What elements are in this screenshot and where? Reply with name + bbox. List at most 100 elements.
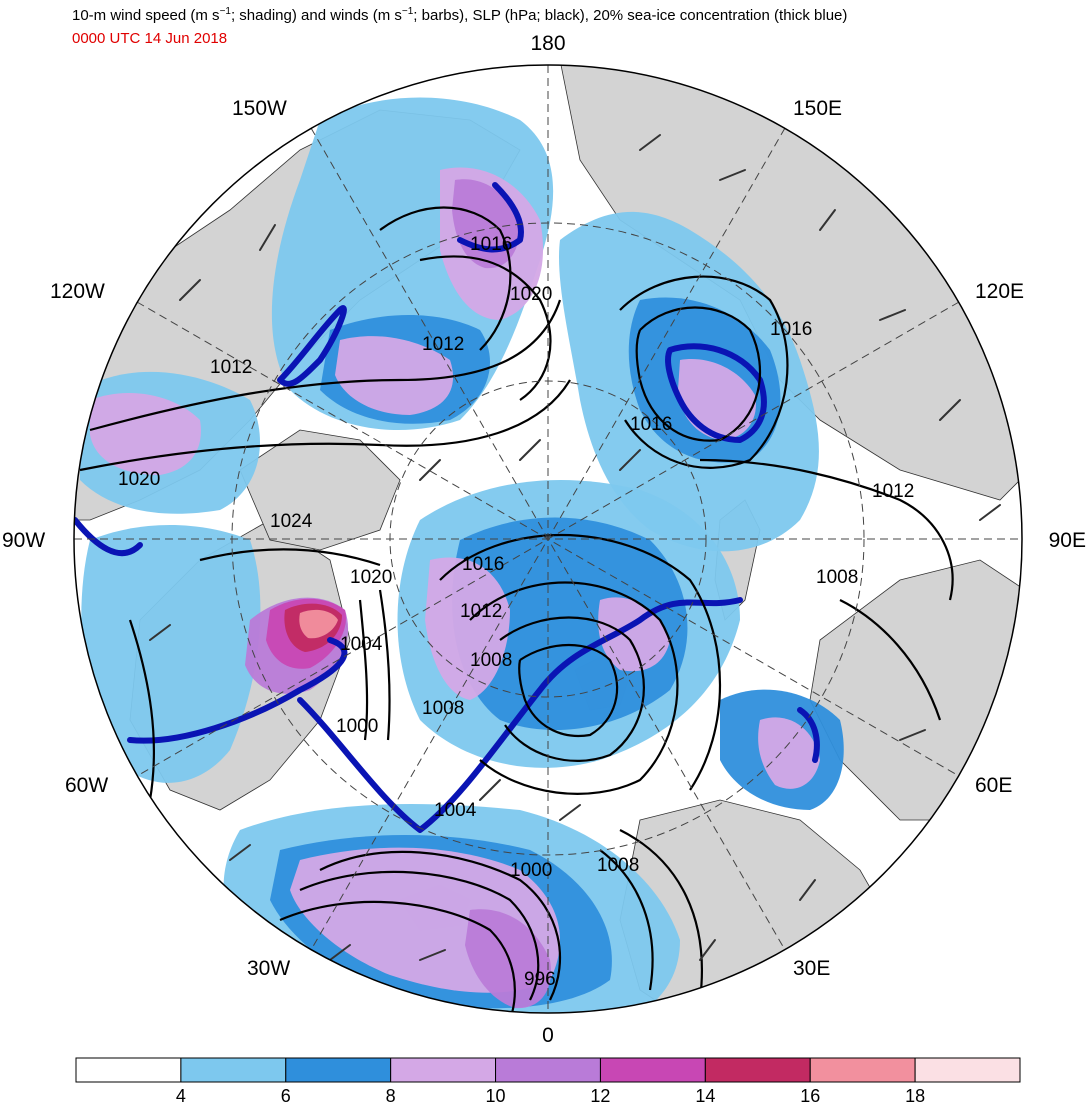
isobar-label: 1000	[510, 860, 552, 881]
ice-edge-laptev	[665, 343, 767, 443]
isobar-label: 1008	[816, 567, 858, 588]
isobar-8	[518, 644, 619, 738]
shade-6-8-central	[452, 517, 688, 730]
ice-edge-chukchi	[457, 182, 524, 253]
isobar-10	[469, 581, 679, 795]
isobar-12	[358, 599, 369, 741]
wind-barb	[979, 504, 1001, 521]
isobar-label: 1000	[336, 716, 378, 737]
colorbar-tick-label: 6	[281, 1086, 291, 1106]
colorbar: 4 6 8 10 12 14 16 18	[75, 1057, 1021, 1106]
ice-edge-white-sea	[797, 707, 820, 763]
wind-barb	[559, 804, 581, 821]
wind-barb	[879, 309, 906, 321]
wind-barb	[419, 459, 441, 481]
sea-ice-contours	[74, 182, 820, 833]
shade-8-10-kara	[598, 597, 670, 672]
isobar-11	[439, 533, 722, 791]
isobar-label: 1016	[470, 234, 512, 255]
colorbar-swatch	[180, 1057, 287, 1083]
wind-barb	[229, 844, 251, 861]
lon-label-150w: 150W	[232, 97, 287, 120]
lon-label-60w: 60W	[65, 774, 108, 797]
wind-barb	[899, 729, 926, 741]
isobar-4	[379, 206, 512, 351]
wind-barb	[939, 399, 961, 421]
isobar-7	[699, 458, 954, 601]
lon-label-30e: 30E	[793, 957, 830, 980]
isobar-21	[128, 619, 156, 801]
isobar-3	[419, 255, 552, 401]
isobar-label: 1020	[118, 469, 160, 490]
wind-barb	[819, 209, 836, 231]
wind-barb	[329, 944, 351, 961]
wind-barb	[479, 779, 501, 801]
isobar-15	[299, 870, 540, 1001]
lon-label-180: 180	[530, 32, 565, 55]
isobar-9	[499, 616, 645, 762]
isobar-label: 1024	[270, 511, 313, 532]
land-canadian-archipelago	[239, 429, 401, 551]
colorbar-swatch	[914, 1057, 1021, 1083]
lon-label-90w: 90W	[2, 529, 45, 552]
isobar-label: 1020	[350, 567, 392, 588]
isobar-20	[839, 599, 942, 721]
isobar-label: 1004	[434, 800, 477, 821]
colorbar-tick-label: 8	[386, 1086, 396, 1106]
isobar-label: 1016	[770, 319, 812, 340]
isobar-18	[619, 829, 703, 1001]
isobar-label: 1012	[210, 357, 252, 378]
isobar-label: 996	[524, 969, 556, 990]
wind-barbs	[149, 134, 1001, 961]
isobar-label: 1020	[510, 284, 552, 305]
isobar-5	[635, 306, 762, 442]
wind-barb	[799, 879, 816, 901]
colorbar-tick-label: 12	[590, 1086, 610, 1106]
shade-16-18-greenland	[299, 609, 338, 639]
isobar-14	[319, 850, 562, 1001]
isobar-16	[279, 900, 516, 1013]
lon-label-0: 0	[542, 1024, 554, 1047]
ice-edge-beaufort	[277, 305, 347, 387]
isobar-label: 1004	[340, 634, 383, 655]
isobar-13	[378, 589, 391, 741]
colorbar-tick-label: 16	[800, 1086, 820, 1106]
longitude-labels: 180 150E 120E 90E 60E 30E 0 30W 60W 90W …	[2, 32, 1086, 1047]
colorbar-swatch	[285, 1057, 392, 1083]
isobar-1	[89, 299, 562, 432]
shade-8-10-beaufort	[335, 336, 454, 415]
isobar-label: 1016	[462, 554, 504, 575]
colorbar-swatch	[75, 1057, 182, 1083]
colorbar-swatch	[390, 1057, 497, 1083]
isobar-label: 1008	[470, 650, 512, 671]
lon-label-150e: 150E	[793, 97, 842, 120]
graticule	[74, 65, 1022, 1013]
meridian-120-300	[136, 301, 960, 777]
slp-isobars	[79, 206, 954, 1013]
isobar-labels: 1016 1020 1012 1012 1020 1024 1020 1016 …	[118, 234, 914, 990]
wind-barb	[699, 939, 716, 961]
isobar-19	[199, 548, 381, 567]
colorbar-tick-label: 14	[695, 1086, 715, 1106]
colorbar-swatch	[704, 1057, 811, 1083]
colorbar-swatch	[495, 1057, 601, 1083]
wind-barb	[179, 279, 201, 301]
isobar-label: 1008	[422, 698, 464, 719]
wind-barb	[619, 449, 641, 471]
chart-title: 10-m wind speed (m s−1; shading) and win…	[72, 6, 848, 24]
shade-8-10-barents	[758, 717, 820, 789]
wind-barb	[259, 224, 276, 251]
colorbar-swatch	[809, 1057, 916, 1083]
colorbar-tick-label: 18	[905, 1086, 925, 1106]
shade-8-10-fram	[425, 557, 510, 700]
colorbar-tick-label: 10	[486, 1086, 506, 1106]
ice-edge-hudson	[74, 517, 143, 557]
isobar-label: 1012	[872, 481, 914, 502]
wind-barb	[419, 949, 446, 961]
isobar-2	[79, 379, 571, 472]
lon-label-60e: 60E	[975, 774, 1012, 797]
isobar-label: 1012	[422, 334, 464, 355]
isobar-label: 1008	[597, 855, 639, 876]
isobar-6	[619, 275, 789, 469]
